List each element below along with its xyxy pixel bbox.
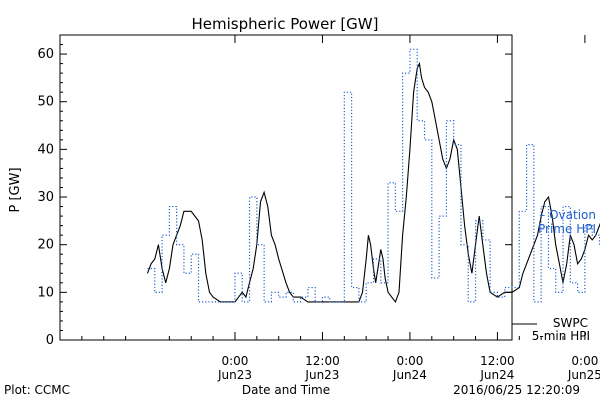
x-tick-label-date: Jun24 <box>479 368 514 382</box>
legend-ovation-line2: Prime HPI <box>538 222 596 236</box>
footer-plot-credit: Plot: CCMC <box>4 383 70 397</box>
y-tick-label: 10 <box>37 285 54 300</box>
plot-frame <box>59 34 513 341</box>
x-tick-label-time: 0:00 <box>396 354 423 368</box>
y-tick-label: 0 <box>46 333 54 348</box>
x-tick-label-date: Jun24 <box>392 368 427 382</box>
x-tick-label-time: 12:00 <box>305 354 340 368</box>
y-tick-label: 20 <box>37 238 54 253</box>
x-tick-label-time: 0:00 <box>221 354 248 368</box>
x-tick-label-date: Jun25 <box>567 368 600 382</box>
y-tick-label: 40 <box>37 142 54 157</box>
series-layer <box>146 48 600 304</box>
x-tick-label-time: 12:00 <box>480 354 515 368</box>
x-axis-ticks: 0:00Jun2312:00Jun230:00Jun2412:00Jun240:… <box>81 35 600 382</box>
series-ovation-prime-hpi <box>147 48 600 303</box>
y-axis-ticks: 0 10 20 30 40 50 60 <box>37 34 512 348</box>
y-tick-label: 50 <box>37 95 54 110</box>
x-tick-label-date: Jun23 <box>304 368 339 382</box>
legend-ovation-line1: – Ovation <box>539 208 596 222</box>
y-axis-label: P [GW] <box>8 167 23 212</box>
legend-swpc-line2: 5-min HPI <box>532 329 590 343</box>
x-axis-label: Date and Time <box>242 383 330 397</box>
x-tick-label-time: 0:00 <box>571 354 598 368</box>
y-tick-label: 30 <box>37 190 54 205</box>
y-tick-label: 60 <box>37 47 54 62</box>
x-tick-label-date: Jun23 <box>217 368 252 382</box>
chart-title: Hemispheric Power [GW] <box>192 15 379 33</box>
footer-timestamp: 2016/06/25 12:20:09 <box>453 383 580 397</box>
legend-swpc-line1: SWPC <box>553 316 588 330</box>
